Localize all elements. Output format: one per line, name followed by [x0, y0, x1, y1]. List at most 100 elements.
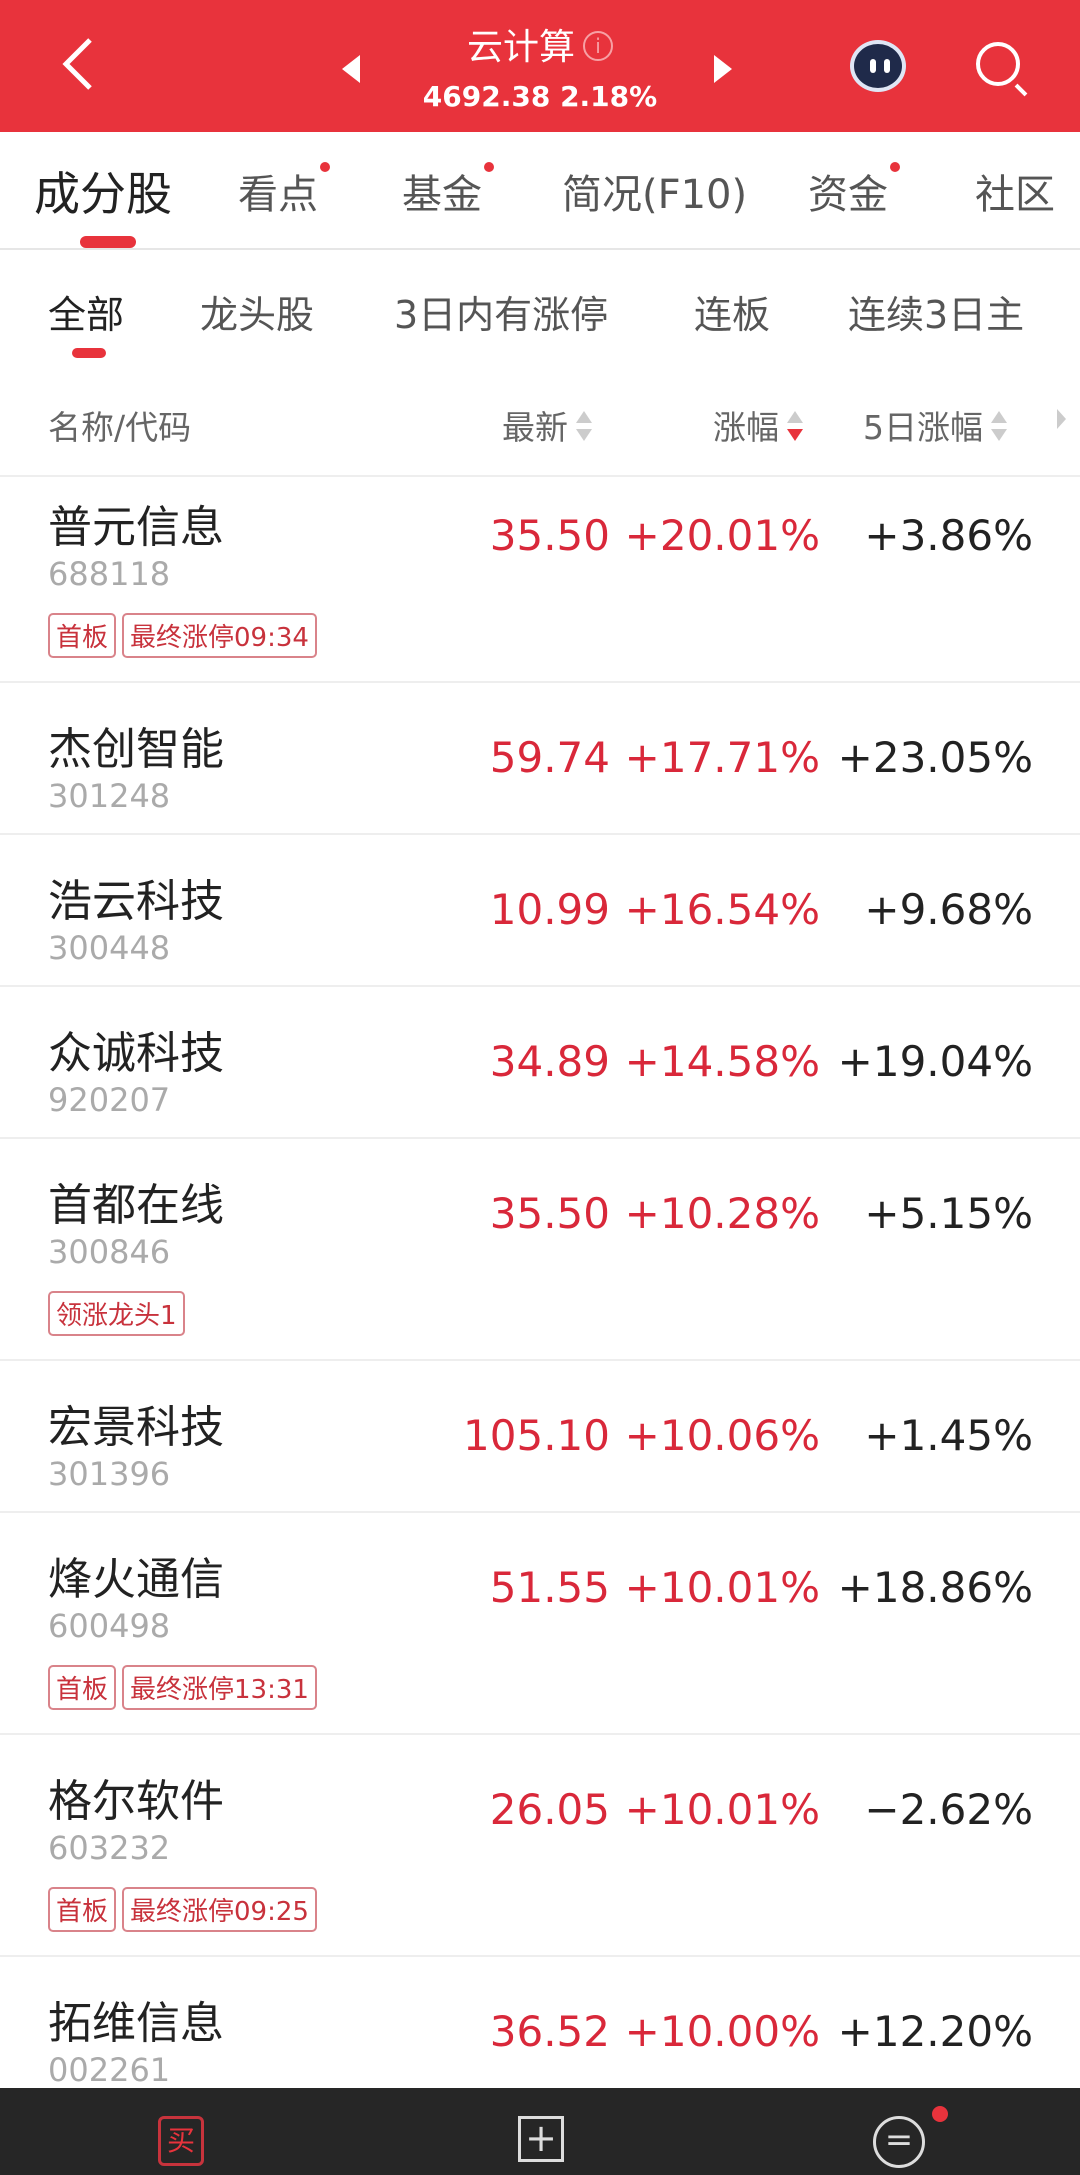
- bottom-bar: 买 + =: [0, 2088, 1080, 2175]
- stock-tag: 首板: [48, 1665, 117, 1710]
- stock-row[interactable]: 宏景科技 301396 105.10 +10.06% +1.45%: [0, 1361, 1080, 1513]
- stock-name: 浩云科技: [48, 876, 224, 927]
- tab-item[interactable]: 成分股: [34, 158, 172, 224]
- column-header: 名称/代码 最新 涨幅 5日涨幅: [0, 365, 1080, 477]
- stock-tag: 最终涨停09:34: [122, 613, 317, 658]
- stock-change5d: +9.68%: [864, 885, 1033, 934]
- next-sector-icon[interactable]: [714, 55, 732, 83]
- index-value: 4692.38: [422, 80, 551, 113]
- stock-change: +17.71%: [624, 733, 820, 782]
- stock-price: 59.74: [489, 733, 610, 782]
- stock-price: 105.10: [463, 1411, 610, 1460]
- stock-code: 920207: [48, 1081, 171, 1119]
- tag-list: 首板 最终涨停09:34: [48, 613, 317, 658]
- back-icon[interactable]: [58, 36, 98, 92]
- filter-item[interactable]: 龙头股: [200, 293, 315, 337]
- stock-change5d: +12.20%: [837, 2007, 1033, 2056]
- stock-row[interactable]: 普元信息 688118 35.50 +20.01% +3.86% 首板 最终涨停0…: [0, 477, 1080, 683]
- tab-item[interactable]: 看点: [238, 162, 330, 220]
- stock-row[interactable]: 杰创智能 301248 59.74 +17.71% +23.05%: [0, 683, 1080, 835]
- search-icon[interactable]: [976, 42, 1020, 86]
- stock-change5d: +19.04%: [837, 1037, 1033, 1086]
- stock-code: 300846: [48, 1233, 171, 1271]
- column-change5d[interactable]: 5日涨幅: [863, 401, 1007, 449]
- tab-label: 基金: [402, 172, 482, 218]
- stock-code: 002261: [48, 2051, 171, 2089]
- stock-name: 杰创智能: [48, 724, 224, 775]
- stock-row[interactable]: 格尔软件 603232 26.05 +10.01% −2.62% 首板 最终涨停0…: [0, 1735, 1080, 1957]
- tag-list: 领涨龙头1: [48, 1291, 185, 1336]
- column-price[interactable]: 最新: [502, 401, 592, 449]
- stock-change: +10.01%: [624, 1563, 820, 1612]
- stock-tag: 最终涨停09:25: [122, 1887, 317, 1932]
- filter-item[interactable]: 连板: [694, 293, 771, 337]
- stock-code: 301248: [48, 777, 171, 815]
- tab-label: 看点: [238, 172, 318, 218]
- stock-code: 301396: [48, 1455, 171, 1493]
- tag-list: 首板 最终涨停13:31: [48, 1665, 317, 1710]
- stock-row[interactable]: 浩云科技 300448 10.99 +16.54% +9.68%: [0, 835, 1080, 987]
- menu-icon[interactable]: =: [873, 2116, 925, 2168]
- stock-tag: 最终涨停13:31: [122, 1665, 317, 1710]
- stock-code: 300448: [48, 929, 171, 967]
- index-change: 2.18%: [560, 80, 658, 113]
- stock-change: +20.01%: [624, 511, 820, 560]
- stock-tag: 首板: [48, 1887, 117, 1932]
- stock-price: 35.50: [489, 1189, 610, 1238]
- stock-change: +10.06%: [624, 1411, 820, 1460]
- stock-tag: 首板: [48, 613, 117, 658]
- tab-item[interactable]: 基金: [402, 162, 494, 220]
- stock-row[interactable]: 烽火通信 600498 51.55 +10.01% +18.86% 首板 最终涨停…: [0, 1513, 1080, 1735]
- sort-icon: [576, 409, 592, 443]
- scroll-right-icon[interactable]: [1057, 409, 1066, 429]
- tab-item[interactable]: 简况(F10): [562, 162, 747, 220]
- stock-change: +10.28%: [624, 1189, 820, 1238]
- column-price-label: 最新: [502, 408, 568, 447]
- stock-price: 35.50: [489, 511, 610, 560]
- active-tab-indicator: [80, 236, 136, 248]
- filter-item[interactable]: 连续3日主: [848, 293, 1025, 337]
- robot-assistant-icon[interactable]: [850, 40, 906, 92]
- stock-tag: 领涨龙头1: [48, 1291, 185, 1336]
- buy-icon[interactable]: 买: [158, 2116, 204, 2166]
- sort-icon: [991, 409, 1007, 443]
- stock-change5d: −2.62%: [864, 1785, 1033, 1834]
- tab-label: 成分股: [34, 167, 172, 221]
- tab-item[interactable]: 社区: [975, 162, 1055, 220]
- sector-title: 云计算 i: [0, 18, 1080, 70]
- stock-name: 拓维信息: [48, 1998, 224, 2049]
- filter-tabs: 全部 龙头股 3日内有涨停 连板 连续3日主: [0, 252, 1080, 362]
- index-quote: 4692.38 2.18%: [0, 80, 1080, 113]
- column-name: 名称/代码: [48, 408, 192, 447]
- tag-list: 首板 最终涨停09:25: [48, 1887, 317, 1932]
- stock-change5d: +3.86%: [864, 511, 1033, 560]
- stock-name: 众诚科技: [48, 1028, 224, 1079]
- stock-change5d: +23.05%: [837, 733, 1033, 782]
- stock-change: +10.01%: [624, 1785, 820, 1834]
- info-icon[interactable]: i: [583, 31, 613, 61]
- tab-label: 简况(F10): [562, 172, 748, 218]
- stock-change5d: +18.86%: [837, 1563, 1033, 1612]
- notification-dot: [932, 2106, 948, 2122]
- active-filter-indicator: [72, 348, 106, 358]
- badge-dot: [890, 162, 900, 172]
- stock-price: 10.99: [489, 885, 610, 934]
- previous-sector-icon[interactable]: [342, 55, 360, 83]
- tab-item[interactable]: 资金: [808, 162, 900, 220]
- stock-row[interactable]: 众诚科技 920207 34.89 +14.58% +19.04%: [0, 987, 1080, 1139]
- stock-change: +10.00%: [624, 2007, 820, 2056]
- stock-price: 26.05: [489, 1785, 610, 1834]
- stock-row[interactable]: 首都在线 300846 35.50 +10.28% +5.15% 领涨龙头1: [0, 1139, 1080, 1361]
- filter-item[interactable]: 全部: [48, 293, 125, 337]
- column-change[interactable]: 涨幅: [713, 401, 803, 449]
- add-watchlist-icon[interactable]: +: [518, 2116, 564, 2162]
- column-change5d-label: 5日涨幅: [863, 408, 983, 447]
- stock-name: 普元信息: [48, 502, 224, 553]
- stock-row[interactable]: 拓维信息 002261 36.52 +10.00% +12.20%: [0, 1957, 1080, 2109]
- badge-dot: [320, 162, 330, 172]
- stock-change: +14.58%: [624, 1037, 820, 1086]
- filter-item[interactable]: 3日内有涨停: [394, 293, 609, 337]
- stock-change: +16.54%: [624, 885, 820, 934]
- stock-name: 宏景科技: [48, 1402, 224, 1453]
- sector-name: 云计算: [466, 27, 575, 68]
